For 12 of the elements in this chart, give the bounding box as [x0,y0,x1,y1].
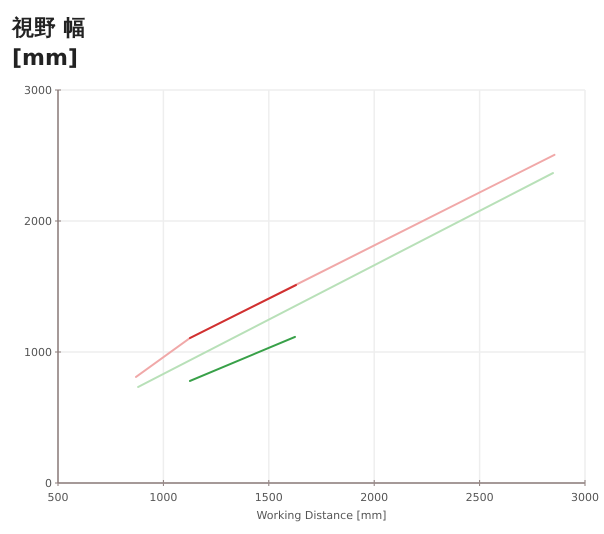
x-tick-label: 1500 [254,491,283,504]
y-tick-label: 3000 [24,84,52,97]
y-tick-label: 2000 [24,215,52,228]
x-tick-label: 1000 [149,491,178,504]
x-axis-title: Working Distance [mm] [256,509,386,522]
x-tick-label: 2000 [360,491,388,504]
x-tick-label: 3000 [571,491,599,504]
y-tick-label: 1000 [24,346,52,359]
x-tick-label: 500 [48,491,68,504]
x-tick-label: 2500 [466,491,494,504]
y-tick-label: 0 [45,477,52,490]
y-axis-title: 視野 幅 [mm] [12,15,87,73]
